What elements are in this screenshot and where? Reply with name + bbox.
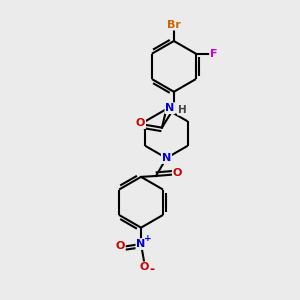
Text: +: + xyxy=(144,234,152,243)
Text: N: N xyxy=(162,153,171,163)
Text: O: O xyxy=(139,262,149,272)
Text: -: - xyxy=(150,263,155,276)
Text: Br: Br xyxy=(167,20,181,30)
Text: H: H xyxy=(178,105,187,115)
Text: O: O xyxy=(173,168,182,178)
Text: F: F xyxy=(210,49,218,59)
Text: N: N xyxy=(165,103,175,113)
Text: O: O xyxy=(136,118,145,128)
Text: O: O xyxy=(116,242,125,251)
Text: N: N xyxy=(136,239,146,249)
